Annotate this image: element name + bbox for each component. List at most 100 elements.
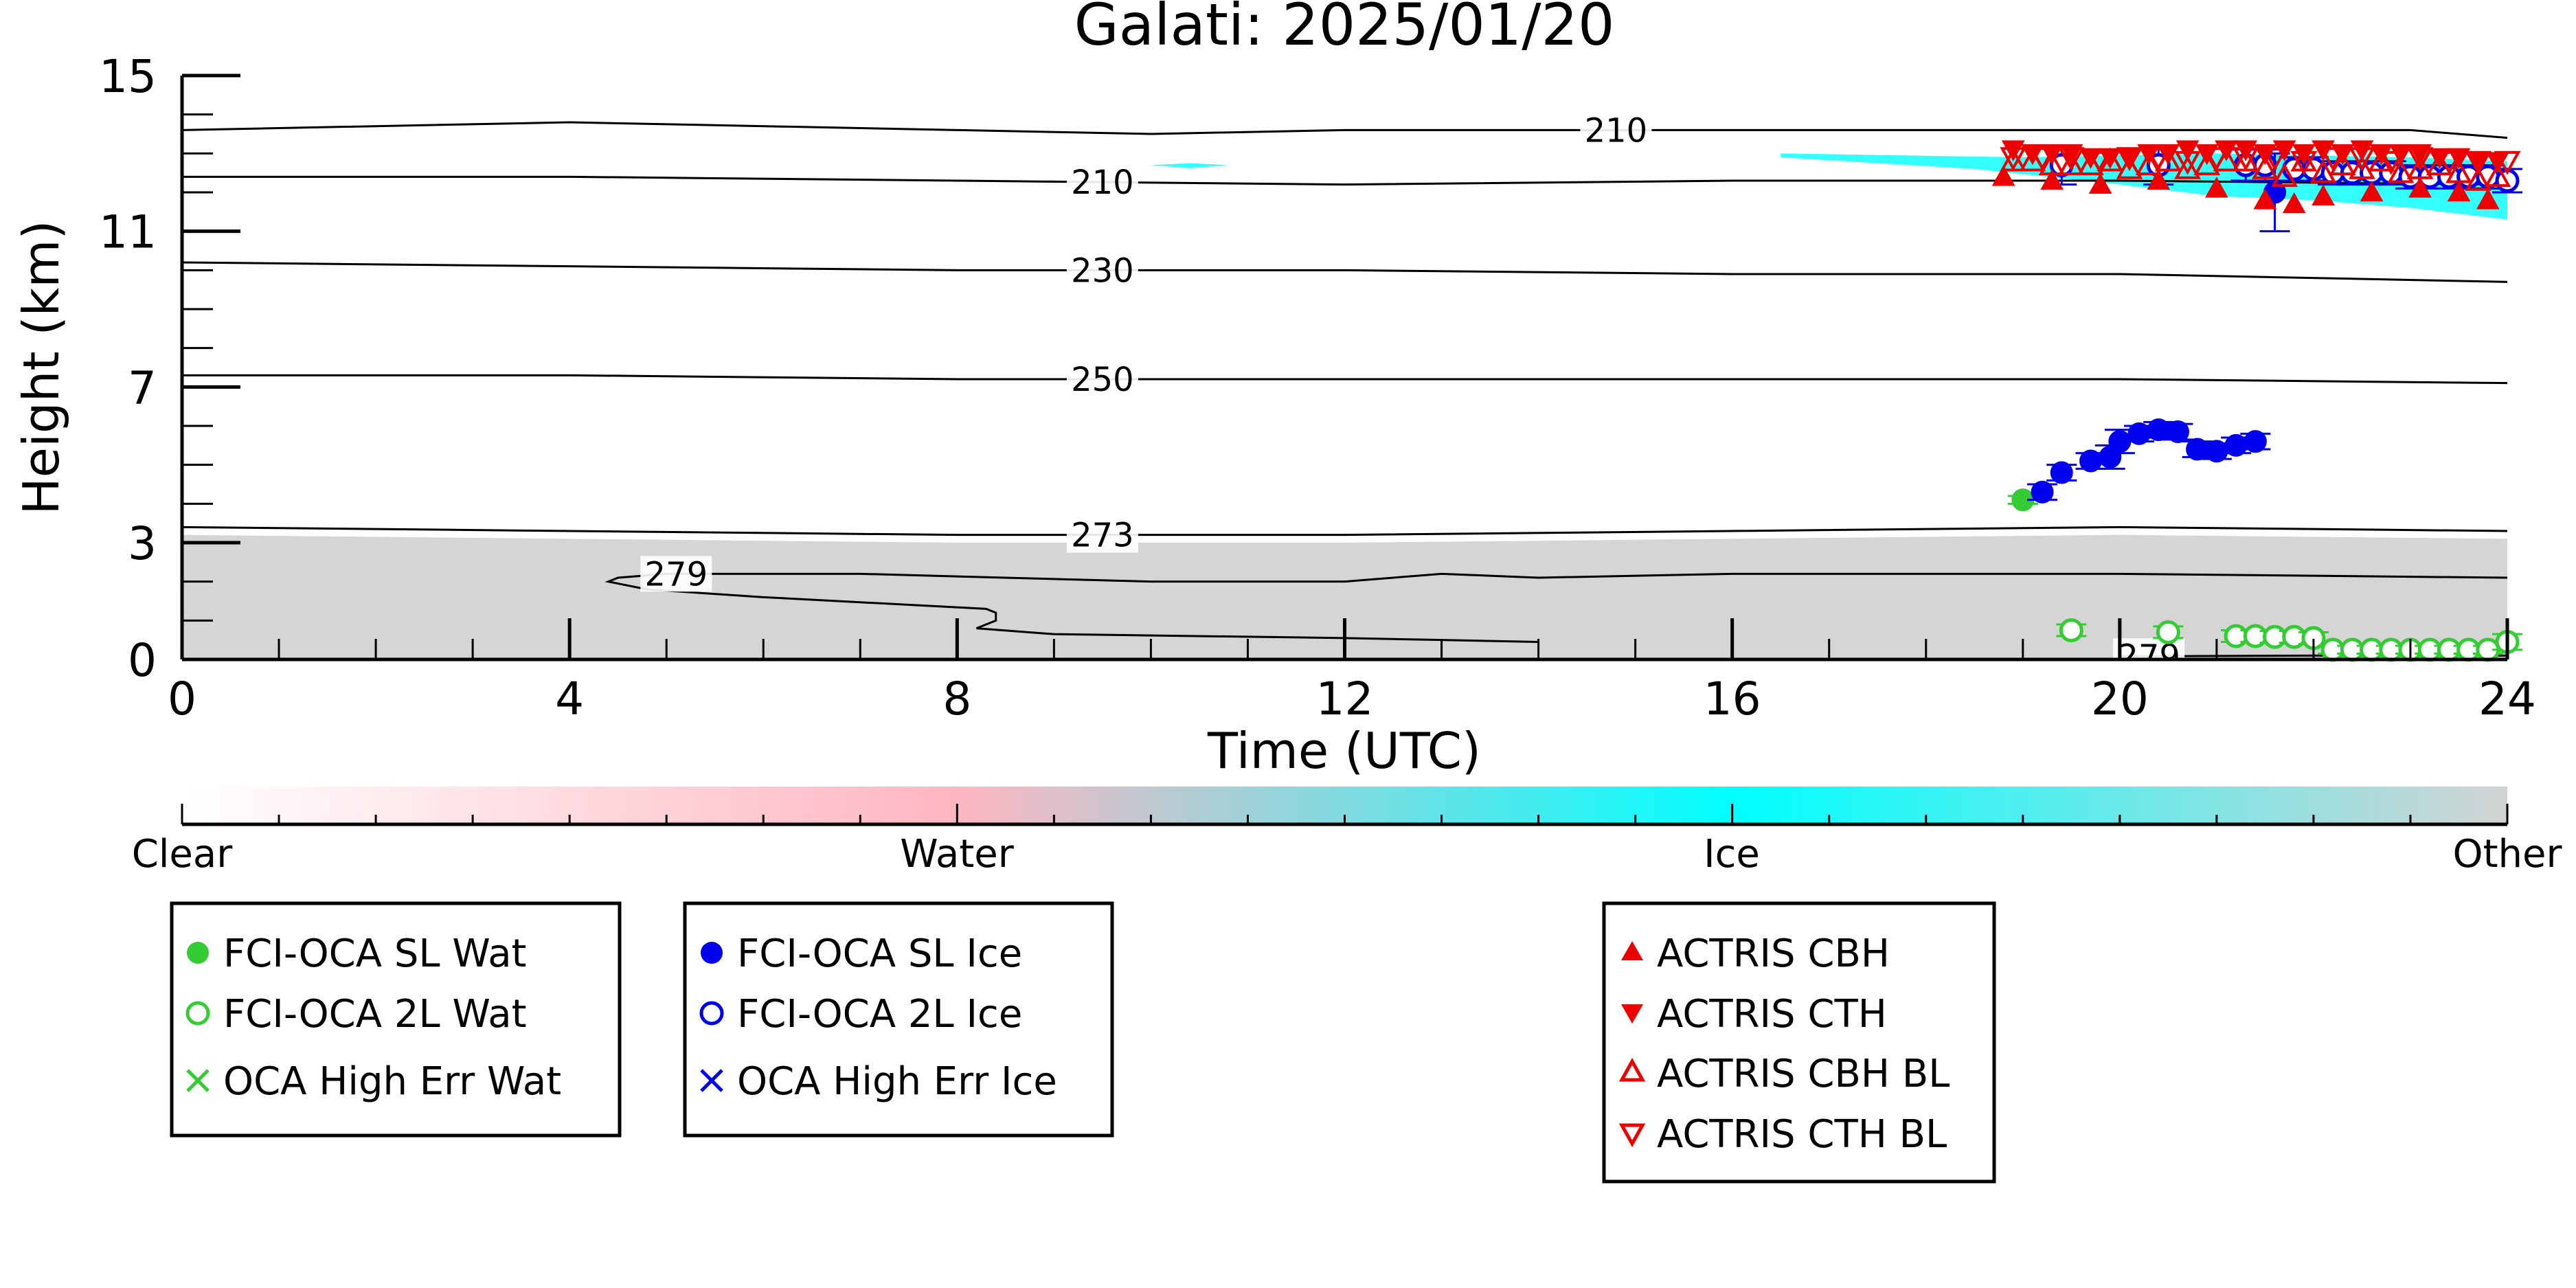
legend-water: FCI-OCA SL Wat FCI-OCA 2L Wat OCA High E… — [170, 901, 622, 1138]
actris-cth-bl-point — [2145, 147, 2172, 172]
oca-sl-point — [2244, 430, 2267, 453]
actris-cth-bl-point — [2116, 147, 2143, 172]
oca-sl-point — [2205, 440, 2228, 463]
y-tick-label: 7 — [128, 361, 157, 414]
actris-cbh-point — [2040, 168, 2064, 190]
actris-cbh-point — [2312, 184, 2335, 205]
oca-2l-point — [2456, 637, 2481, 662]
legend-higherr-wat-label: OCA High Err Wat — [223, 1059, 561, 1104]
colorbar-label-ice: Ice — [1704, 832, 1760, 877]
x-tick-label: 12 — [1316, 673, 1374, 725]
oca-sl-point — [2127, 422, 2151, 445]
actris-cbh-bl-point — [2038, 151, 2066, 176]
actris-cbh-point — [2147, 168, 2171, 190]
actris-cbh-bl-point — [2387, 159, 2415, 183]
x-ticks: 0 4 8 12 16 20 24 — [168, 618, 2536, 725]
legend-sl-ice-marker — [701, 942, 723, 964]
contour-label-230: 230 — [1071, 251, 1134, 290]
legend-actris-frame — [1602, 901, 1996, 1184]
y-tick-label: 15 — [99, 50, 157, 103]
contour-label-250: 250 — [1071, 361, 1134, 399]
colorbar-label-water: Water — [900, 832, 1015, 877]
contour-label-273: 273 — [1071, 517, 1134, 555]
actris-cbh-bl-point — [2252, 155, 2279, 179]
y-axis-title: Height (km) — [12, 221, 70, 515]
x-tick-label: 0 — [168, 673, 196, 725]
oca-sl-point — [2186, 438, 2209, 461]
actris-cbh-bl-point — [2445, 159, 2472, 183]
x-tick-label: 24 — [2478, 673, 2536, 725]
contour-line-210 — [182, 175, 2507, 186]
contour-label-bg — [1066, 164, 1138, 201]
actris-cth-bl-point — [2057, 147, 2085, 172]
actris-cbh-bl-point — [2309, 159, 2337, 183]
thin-ice-patch — [1151, 163, 1229, 168]
actris-cth-bl-point — [2261, 147, 2288, 172]
actris-cbh-bl-point — [2368, 147, 2395, 172]
legend-cth-label: ACTRIS CTH — [1657, 992, 1887, 1037]
boundary-layer-other-area — [182, 534, 2507, 659]
colorbar-label-other: Other — [2452, 832, 2562, 877]
contour-label-279: 279 — [645, 555, 708, 594]
actris-cbh-point — [2447, 180, 2471, 202]
legend-cth-bl-label: ACTRIS CTH BL — [1657, 1112, 1947, 1157]
oca-2l-point — [2059, 618, 2083, 642]
colorbar-label-clear: Clear — [132, 832, 233, 877]
contour-line-273 — [182, 526, 2507, 536]
oca-2l-point — [2224, 624, 2248, 648]
oca-sl-point — [2031, 480, 2054, 504]
actris-cth-bl-point — [2377, 150, 2405, 175]
contour-label-bg — [640, 556, 712, 592]
y-tick-label: 0 — [128, 634, 157, 687]
colorbar-ticks — [181, 804, 2509, 824]
legend-cth-marker — [1621, 1004, 1643, 1024]
y-tick-label: 3 — [128, 517, 157, 570]
contour-label-210: 210 — [1071, 163, 1134, 202]
legend-cbh-bl-marker — [1618, 1057, 1646, 1082]
legend-higherr-ice-marker — [700, 1069, 723, 1092]
actris-cth-bl-point — [2349, 147, 2375, 172]
contour-label-210: 210 — [1585, 111, 1648, 150]
actris-cbh-bl-point — [2484, 163, 2511, 188]
contour-label-bg — [1580, 112, 1652, 148]
actris-cbh-point — [2408, 177, 2432, 198]
actris-cbh-bl-point — [2271, 163, 2298, 188]
actris-cbh-point — [2476, 188, 2500, 210]
x-axis-title: Time (UTC) — [1207, 722, 1481, 780]
legend-ice-frame — [683, 901, 1114, 1138]
actris-cbh-bl-point — [2135, 151, 2162, 176]
cloud-classification-field — [182, 153, 2507, 659]
contour-line-230 — [182, 261, 2507, 283]
actris-cth-bl-point — [2203, 147, 2230, 172]
actris-cbh-bl-point — [2097, 147, 2124, 172]
oca-2l-point — [2437, 637, 2461, 662]
contour-line-210 — [182, 121, 2507, 139]
x-tick-label: 20 — [2091, 673, 2149, 725]
actris-cth-point — [2176, 140, 2200, 161]
legend-2l-ice-label: FCI-OCA 2L Ice — [737, 992, 1022, 1037]
legend-water-frame — [170, 901, 622, 1138]
oca-2l-point — [2379, 637, 2404, 662]
legend-higherr-wat-marker — [186, 1069, 210, 1092]
legend-2l-ice-marker — [699, 1001, 724, 1026]
oca-sl-point — [2050, 461, 2073, 484]
actris-cth-bl-point — [2232, 147, 2259, 172]
actris-cbh-point — [2205, 177, 2228, 198]
legend-cbh-label: ACTRIS CBH — [1657, 931, 1890, 976]
actris-cth-bl-point — [2494, 150, 2521, 175]
oca-2l-point — [2340, 637, 2364, 662]
actris-cbh-bl-point — [2406, 155, 2434, 179]
legend-cth-bl-marker — [1618, 1123, 1646, 1148]
x-tick-label: 8 — [942, 673, 971, 725]
oca-sl-point — [2147, 418, 2170, 442]
contour-line-250 — [182, 374, 2507, 385]
oca-sl-point — [2224, 433, 2248, 457]
actris-cbh-bl-point — [2193, 151, 2221, 176]
actris-cth-bl-point — [2465, 150, 2492, 175]
contour-label-bg — [1066, 252, 1138, 289]
legend-2l-wat-marker — [185, 1001, 210, 1026]
actris-cbh-bl-point — [2174, 155, 2201, 179]
contour-label-bg — [1066, 361, 1138, 397]
actris-cbh-point — [2360, 180, 2384, 202]
